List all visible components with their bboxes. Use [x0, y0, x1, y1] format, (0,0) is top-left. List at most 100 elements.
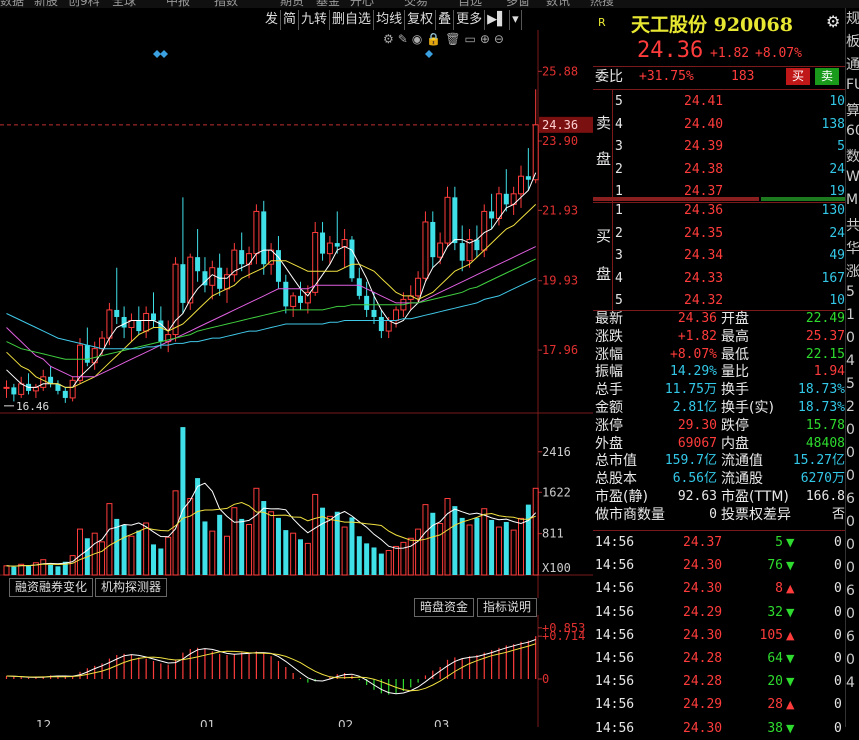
toolbar-button[interactable]: 九转 [299, 10, 331, 30]
divider [593, 530, 845, 531]
toolbar-button[interactable]: ▾ [510, 10, 522, 30]
sell-button[interactable]: 卖 [815, 68, 839, 85]
ask-volume: 138 [821, 116, 845, 132]
price-chart[interactable]: 25.88 23.90 21.93 19.93 17.96 24.36 16.46 2416 1… [0, 30, 593, 598]
bid-price: 24.33 [684, 270, 724, 286]
tick-price: 24.30 [683, 581, 723, 597]
candle-body [356, 278, 362, 296]
stat-value: 14.29% [670, 364, 717, 380]
stat-label: 跌停 [721, 417, 749, 434]
menu-item[interactable]: 开心 [350, 0, 375, 8]
tool-icon[interactable]: 🗑 [445, 32, 461, 46]
candle-body [246, 253, 253, 265]
clipped-text: FU [846, 77, 859, 93]
tool-icon[interactable]: ◉ [411, 32, 423, 46]
bid-volume: 167 [821, 270, 845, 286]
clipped-text: 规 [846, 11, 859, 27]
stat-label: 涨幅 [595, 346, 623, 363]
tool-icon[interactable]: ⚙ [383, 32, 394, 46]
indicator-help-button[interactable]: 指标说明 [477, 598, 538, 617]
menu-item[interactable]: 中报 [166, 0, 191, 8]
clipped-text: 共 [846, 218, 859, 234]
tick-price: 24.30 [683, 720, 723, 736]
clipped-text: 0 [846, 445, 855, 461]
stat-value: 否 [831, 506, 845, 522]
candle-body [99, 337, 106, 350]
ask-label: 卖 [596, 114, 612, 132]
volume-bar [231, 507, 238, 576]
candle-body [371, 309, 377, 317]
volume-tick-label: 811 [542, 527, 564, 541]
candle-body [320, 232, 326, 254]
volume-bar [283, 530, 289, 575]
volume-bar [209, 530, 216, 576]
toolbar-button[interactable]: 均线 [374, 10, 406, 30]
tick-volume: 28 [767, 697, 783, 713]
toolbar-button[interactable]: 删自选 [330, 10, 375, 30]
gear-icon[interactable]: ⚙ [826, 12, 841, 31]
stat-label: 涨停 [595, 417, 623, 434]
candle-body [326, 242, 333, 255]
volume-bar [261, 501, 267, 575]
bid-volume: 24 [829, 225, 845, 241]
menu-item[interactable]: 新股 [34, 0, 59, 8]
tool-icon[interactable]: 🔒 [426, 32, 442, 46]
toolbar-button[interactable]: 叠 [436, 10, 455, 30]
bid-label: 买 [596, 227, 612, 245]
candle-body [393, 309, 400, 322]
stat-value: 159.7亿 [664, 453, 717, 469]
ask-volume: 24 [829, 161, 845, 177]
menu-item[interactable]: 全球 [112, 0, 137, 8]
clipped-text: 2 [846, 399, 855, 415]
side-panel-clipped: 规板通FU算60数WM共华涨510452000600060604 [845, 8, 859, 727]
buy-button[interactable]: 买 [786, 68, 810, 85]
volume-bar [474, 517, 480, 575]
tool-icon[interactable]: ⊖ [493, 32, 504, 46]
menu-item[interactable]: 多窗 [506, 0, 531, 8]
volume-bar [69, 555, 76, 576]
tab-margin-trading[interactable]: 融资融券变化 [9, 578, 94, 597]
tick-extra: 0 [834, 651, 842, 666]
toolbar-button[interactable]: ▶▌ [485, 10, 511, 30]
tool-icon[interactable]: ⊕ [479, 32, 490, 46]
stat-value: 6.56亿 [672, 471, 717, 487]
menu-item[interactable]: 数讯 [546, 0, 571, 8]
menu-item[interactable]: 热搜 [590, 0, 615, 8]
macd-tick-label: +0.853 [542, 621, 585, 635]
toolbar-button[interactable]: 更多 [454, 10, 486, 30]
top-menu-strip: 数据 新股 创9科 全球 中报 指数 期货 基金 开心 交易 自选 多窗 数讯 热搜 [0, 0, 859, 8]
ask-volume: 5 [837, 139, 845, 154]
tool-icon[interactable]: ✎ [397, 32, 408, 46]
menu-item[interactable]: 交易 [404, 0, 429, 8]
candle-body [430, 221, 436, 258]
dark-pool-button[interactable]: 暗盘资金 [414, 598, 475, 617]
clipped-text: 0 [846, 537, 855, 553]
ask-level: 2 [615, 161, 623, 177]
candle-body [253, 210, 260, 255]
volume-bar [532, 487, 539, 576]
stat-value: 25.37 [805, 328, 845, 344]
menu-item[interactable]: 指数 [214, 0, 239, 8]
arrow-down-icon: ▼ [786, 721, 795, 735]
menu-item[interactable]: 数据 [0, 0, 25, 8]
chart-icon-row: ⚙ ✎ ◉ 🔒 🗑 ▭ ⊕ ⊖ [383, 32, 504, 48]
candle-body [69, 379, 76, 399]
volume-bar [356, 536, 362, 575]
tool-icon[interactable]: ▭ [464, 32, 476, 46]
bid-level: 4 [615, 270, 623, 286]
macd-chart[interactable]: +0.853+0.714 0 12 01 02 03 [0, 615, 593, 727]
stat-label: 外盘 [595, 435, 623, 452]
stat-label: 涨跌 [595, 328, 623, 345]
toolbar-button[interactable]: 复权 [405, 10, 437, 30]
menu-item[interactable]: 创9科 [68, 0, 100, 8]
toolbar-button[interactable]: 简 [281, 10, 300, 30]
tab-institution-detector[interactable]: 机构探测器 [95, 578, 168, 597]
menu-item[interactable]: 基金 [316, 0, 341, 8]
tick-volume: 5 [775, 535, 783, 550]
menu-item[interactable]: 期货 [280, 0, 305, 8]
stat-label: 总市值 [595, 453, 637, 470]
menu-item[interactable]: 自选 [458, 0, 483, 8]
toolbar-button[interactable]: 发 [263, 10, 282, 30]
price-tick-label: 19.93 [542, 274, 578, 288]
volume-bar [239, 518, 245, 575]
